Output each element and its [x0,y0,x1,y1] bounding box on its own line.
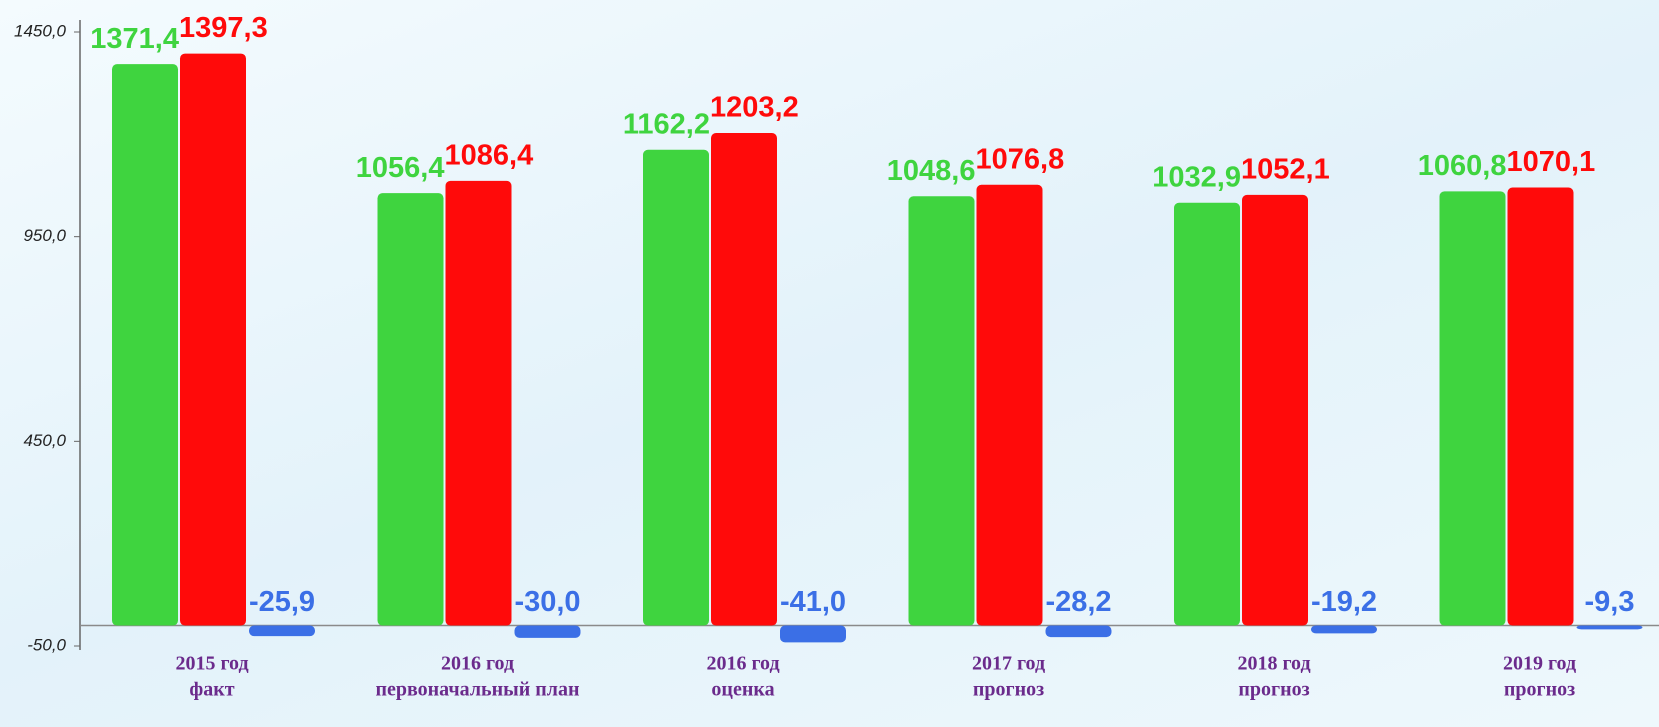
data-label: 1086,4 [445,139,534,171]
bar [445,180,512,626]
y-tick-label: 950,0 [23,226,66,245]
data-label: 1076,8 [976,143,1065,175]
bar [711,133,777,626]
y-tick-label: -50,0 [27,635,66,654]
bar [1576,625,1643,630]
bar [643,149,709,626]
x-tick-label: прогноз [1504,679,1575,701]
bar [180,53,246,626]
x-tick-label: прогноз [1238,679,1309,701]
data-label: 1371,4 [90,23,179,55]
bar [249,625,315,637]
bar [1045,625,1112,638]
bar [1507,187,1574,626]
data-label: 1397,3 [179,12,268,44]
bar [976,184,1043,626]
bar [908,196,975,626]
data-label: -41,0 [780,586,846,618]
data-label: 1060,8 [1418,150,1507,182]
x-tick-label: 2017 год [972,653,1045,675]
data-label: -9,3 [1585,586,1635,618]
data-label: -28,2 [1045,586,1111,618]
data-label: 1052,1 [1241,154,1330,186]
bar [514,625,581,638]
bar [1242,194,1308,626]
y-tick-label: 1450,0 [14,21,67,40]
bar [780,625,846,643]
bar [1439,191,1506,626]
data-label: 1056,4 [356,152,445,184]
y-tick-label: 450,0 [23,431,66,450]
data-label: -25,9 [249,586,315,618]
data-label: -19,2 [1311,586,1377,618]
x-tick-label: прогноз [973,679,1044,701]
data-label: 1203,2 [710,92,799,124]
bar [1174,202,1240,626]
data-label: -30,0 [514,586,580,618]
x-tick-label: оценка [711,679,774,701]
x-tick-label: первоначальный план [375,679,579,701]
data-label: 1032,9 [1152,161,1241,193]
x-tick-label: 2019 год [1503,653,1576,675]
bar [377,193,444,626]
x-tick-label: 2015 год [175,653,248,675]
data-label: 1070,1 [1507,146,1596,178]
x-tick-label: 2016 год [706,653,779,675]
data-label: 1048,6 [887,155,976,187]
data-label: 1162,2 [623,108,710,140]
bar [1311,625,1377,634]
x-tick-label: факт [189,679,234,701]
x-tick-label: 2016 год [441,653,514,675]
bar [112,64,178,626]
x-tick-label: 2018 год [1237,653,1310,675]
